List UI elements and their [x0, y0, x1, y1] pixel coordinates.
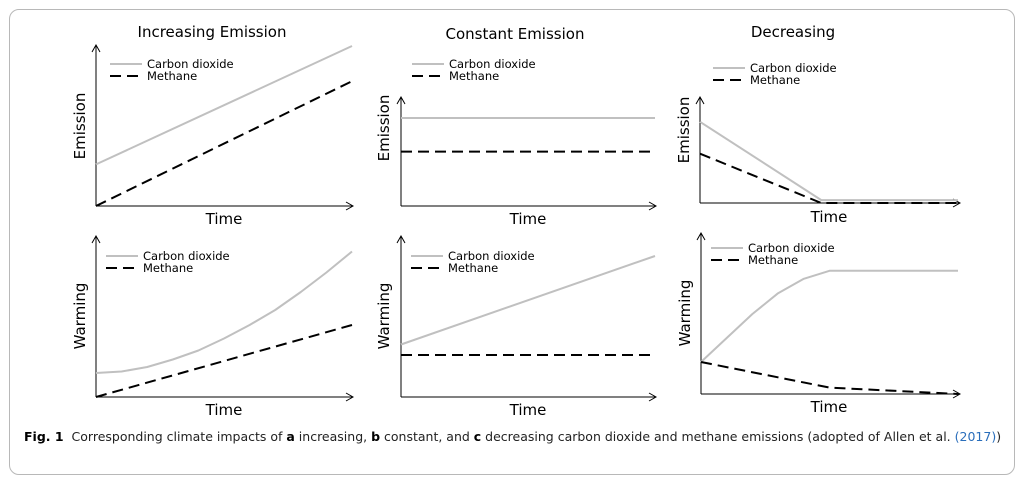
caption-text-1: Corresponding climate impacts of — [71, 429, 287, 444]
panel5-legend-label-carbon-dioxide: Carbon dioxide — [448, 249, 535, 263]
caption-b: b — [371, 429, 381, 444]
panel4-x-axis-arrow-icon — [345, 392, 355, 402]
panel2-legend-label-carbon-dioxide: Carbon dioxide — [449, 57, 536, 71]
caption-reference-link[interactable]: (2017) — [954, 429, 997, 444]
panel2-y-axis-arrow-icon — [396, 95, 406, 105]
caption-text-2: increasing, — [294, 429, 372, 444]
panel6-carbon-dioxide-line — [700, 269, 958, 363]
panel3-y-axis-arrow-icon — [695, 95, 705, 105]
caption-text-5: ) — [996, 429, 1002, 444]
panel6-x-label: Time — [810, 398, 848, 416]
panel1-methane-line — [95, 80, 353, 207]
panel4-legend-label-carbon-dioxide: Carbon dioxide — [143, 249, 230, 263]
panel1-x-label: Time — [205, 210, 243, 228]
caption-c: c — [473, 429, 482, 444]
panel4-carbon-dioxide-line — [95, 250, 353, 374]
panel5-x-axis-arrow-icon — [648, 392, 658, 402]
caption-text-4: decreasing carbon dioxide and methane em… — [481, 429, 955, 444]
panel6-x-axis-arrow-icon — [952, 389, 962, 399]
panel1-y-label: Emission — [71, 93, 89, 160]
panel3-legend-label-carbon-dioxide: Carbon dioxide — [750, 61, 837, 75]
panel5-legend-label-methane: Methane — [448, 261, 498, 275]
panel5-y-label: Warming — [375, 283, 393, 350]
panel1-carbon-dioxide-line — [95, 45, 353, 166]
figure-frame — [9, 9, 1015, 475]
panel2-x-axis-arrow-icon — [648, 201, 658, 211]
panel3-title: Decreasing — [751, 23, 835, 41]
panel3-carbon-dioxide-line — [699, 120, 958, 202]
panel6-legend-label-carbon-dioxide: Carbon dioxide — [748, 241, 835, 255]
panel6-y-axis-arrow-icon — [696, 231, 706, 241]
figure-caption: Fig. 1 Corresponding climate impacts of … — [24, 428, 1009, 446]
panel6-methane-line — [700, 361, 959, 395]
figure-chart: Increasing Emission Time Emission Carbon di… — [71, 23, 962, 419]
caption-text-3: constant, and — [380, 429, 474, 444]
panel2-legend-label-methane: Methane — [449, 69, 499, 83]
panel4-legend-label-methane: Methane — [143, 261, 193, 275]
panel1-legend-label-carbon-dioxide: Carbon dioxide — [147, 57, 234, 71]
caption-a: a — [286, 429, 295, 444]
panel4-y-label: Warming — [71, 283, 89, 350]
panel6-legend-label-methane: Methane — [748, 253, 798, 267]
caption-label: Fig. 1 — [24, 429, 64, 444]
panel1-y-axis-arrow-icon — [91, 43, 101, 53]
panel1-legend-label-methane: Methane — [147, 69, 197, 83]
panel2-title: Constant Emission — [446, 25, 585, 43]
panel2-x-label: Time — [509, 210, 547, 228]
panel3-x-label: Time — [810, 208, 848, 226]
panel3-y-label: Emission — [675, 97, 693, 164]
panel1-title: Increasing Emission — [138, 23, 287, 41]
panel1-x-axis-arrow-icon — [345, 201, 355, 211]
panel4-methane-line — [95, 324, 353, 398]
panel4-y-axis-arrow-icon — [91, 234, 101, 244]
panel5-carbon-dioxide-line — [400, 255, 656, 346]
panel6-y-label: Warming — [676, 280, 694, 347]
panel5-y-axis-arrow-icon — [396, 234, 406, 244]
panel3-methane-line — [699, 152, 958, 204]
panel5-x-label: Time — [509, 401, 547, 419]
panel4-x-label: Time — [205, 401, 243, 419]
panel3-legend-label-methane: Methane — [750, 73, 800, 87]
panel2-y-label: Emission — [375, 95, 393, 162]
